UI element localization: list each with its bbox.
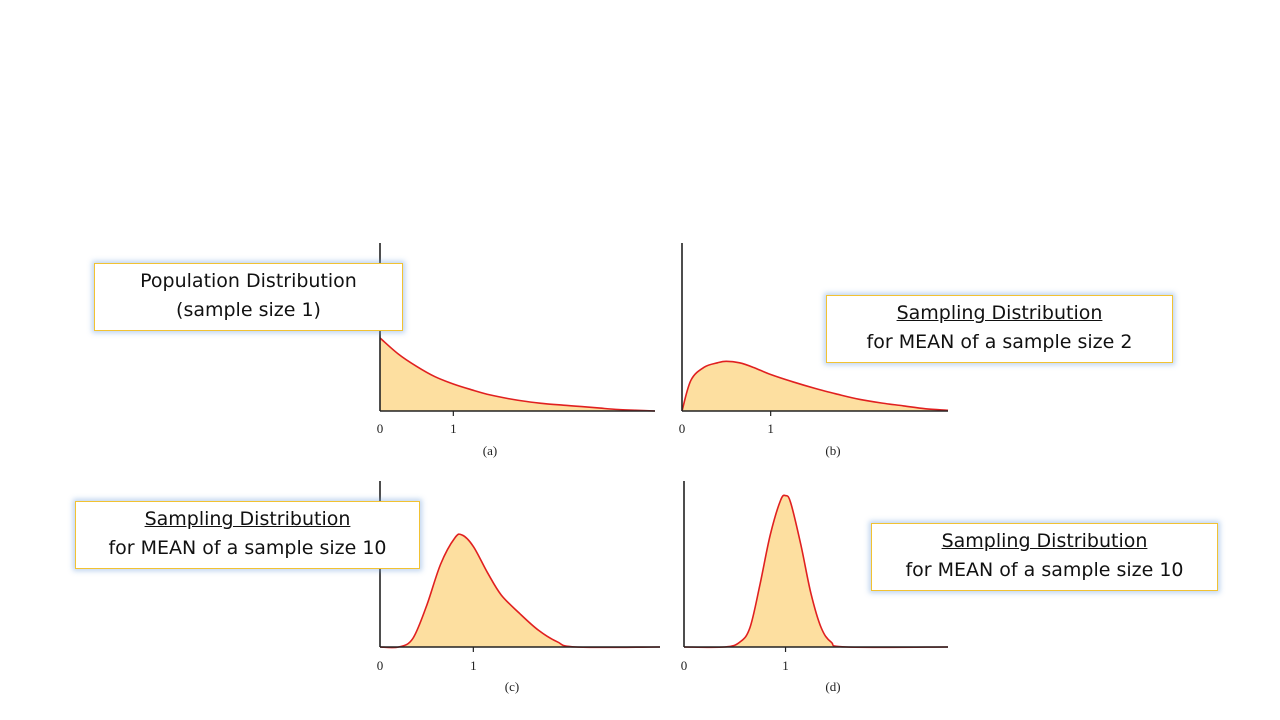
density-area-b [682, 361, 948, 411]
density-area-c [380, 534, 660, 648]
callout-sampling-distribution-size-2: Sampling Distribution for MEAN of a samp… [826, 295, 1173, 363]
x-tick-label-b-0: 0 [679, 421, 686, 436]
density-curve-d [683, 494, 949, 649]
panel-label-b: (b) [825, 443, 840, 458]
callout-a-line2: (sample size 1) [176, 299, 321, 321]
callout-sampling-distribution-size-10-right: Sampling Distribution for MEAN of a samp… [871, 523, 1218, 591]
panel-d: 0 1 (d) [681, 481, 949, 694]
x-tick-label-c-0: 0 [377, 658, 384, 673]
density-area-d [684, 495, 948, 648]
callout-a-line1: Population Distribution [140, 270, 357, 292]
x-tick-label-d-0: 0 [681, 658, 688, 673]
callout-d-line1: Sampling Distribution [941, 530, 1148, 552]
callout-d-line2: for MEAN of a sample size 10 [905, 559, 1184, 581]
density-curve-c [379, 533, 661, 649]
callout-c-line2: for MEAN of a sample size 10 [108, 537, 387, 559]
callout-population-distribution: Population Distribution (sample size 1) [94, 263, 403, 331]
density-curve-a [379, 337, 656, 412]
x-tick-label-d-1: 1 [782, 658, 789, 673]
x-tick-label-b-1: 1 [767, 421, 774, 436]
x-tick-label-a-1: 1 [450, 421, 457, 436]
callout-b-line2: for MEAN of a sample size 2 [866, 331, 1133, 353]
density-curve-b [681, 360, 949, 412]
callout-sampling-distribution-size-10-left: Sampling Distribution for MEAN of a samp… [75, 501, 420, 569]
panel-label-c: (c) [505, 679, 519, 694]
panel-label-d: (d) [825, 679, 840, 694]
x-tick-label-c-1: 1 [470, 658, 477, 673]
panel-label-a: (a) [483, 443, 497, 458]
panel-a: 0 1 (a) [377, 243, 656, 458]
callout-b-line1: Sampling Distribution [896, 302, 1103, 324]
callout-c-line1: Sampling Distribution [144, 508, 351, 530]
x-tick-label-a-0: 0 [377, 421, 384, 436]
density-area-a [380, 338, 655, 411]
panel-b: 0 1 (b) [679, 243, 949, 458]
panel-c: 0 1 (c) [377, 481, 661, 694]
